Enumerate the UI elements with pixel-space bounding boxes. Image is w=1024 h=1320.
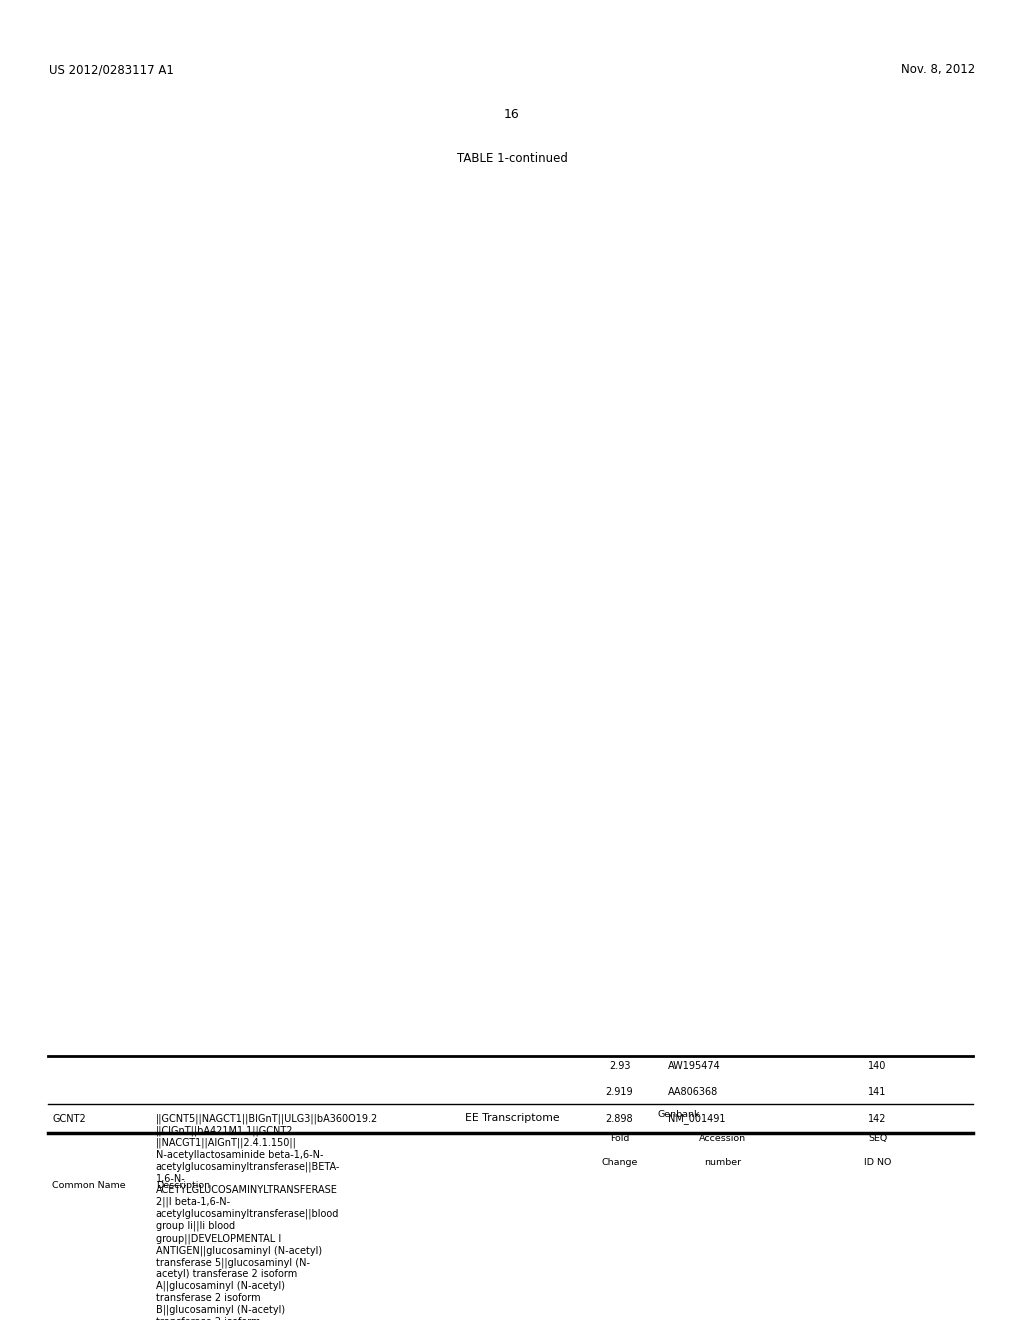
Text: 2.93: 2.93: [609, 1061, 630, 1072]
Text: 140: 140: [868, 1061, 887, 1072]
Text: Fold: Fold: [610, 1134, 629, 1143]
Text: 141: 141: [868, 1088, 887, 1097]
Text: EE Transcriptome: EE Transcriptome: [465, 1113, 559, 1123]
Text: Description: Description: [156, 1181, 210, 1191]
Text: SEQ: SEQ: [868, 1134, 887, 1143]
Text: number: number: [705, 1158, 741, 1167]
Text: Nov. 8, 2012: Nov. 8, 2012: [900, 63, 975, 77]
Text: Common Name: Common Name: [52, 1181, 126, 1191]
Text: ID NO: ID NO: [864, 1158, 891, 1167]
Text: GCNT2: GCNT2: [52, 1114, 86, 1123]
Text: Genbank: Genbank: [657, 1110, 700, 1119]
Text: Accession: Accession: [699, 1134, 746, 1143]
Text: 142: 142: [868, 1114, 887, 1123]
Text: Change: Change: [601, 1158, 638, 1167]
Text: AA806368: AA806368: [668, 1088, 718, 1097]
Text: AW195474: AW195474: [668, 1061, 721, 1072]
Text: 16: 16: [504, 108, 520, 121]
Text: TABLE 1-continued: TABLE 1-continued: [457, 152, 567, 165]
Text: ||GCNT5||NAGCT1||BIGnT||ULG3||bA360O19.2
||ClGnT||bA421M1.1||GCNT2
||NACGT1||AIG: ||GCNT5||NAGCT1||BIGnT||ULG3||bA360O19.2…: [156, 1114, 378, 1320]
Text: 2.919: 2.919: [606, 1088, 633, 1097]
Text: NM_001491: NM_001491: [668, 1114, 725, 1125]
Text: 2.898: 2.898: [606, 1114, 633, 1123]
Text: US 2012/0283117 A1: US 2012/0283117 A1: [49, 63, 174, 77]
